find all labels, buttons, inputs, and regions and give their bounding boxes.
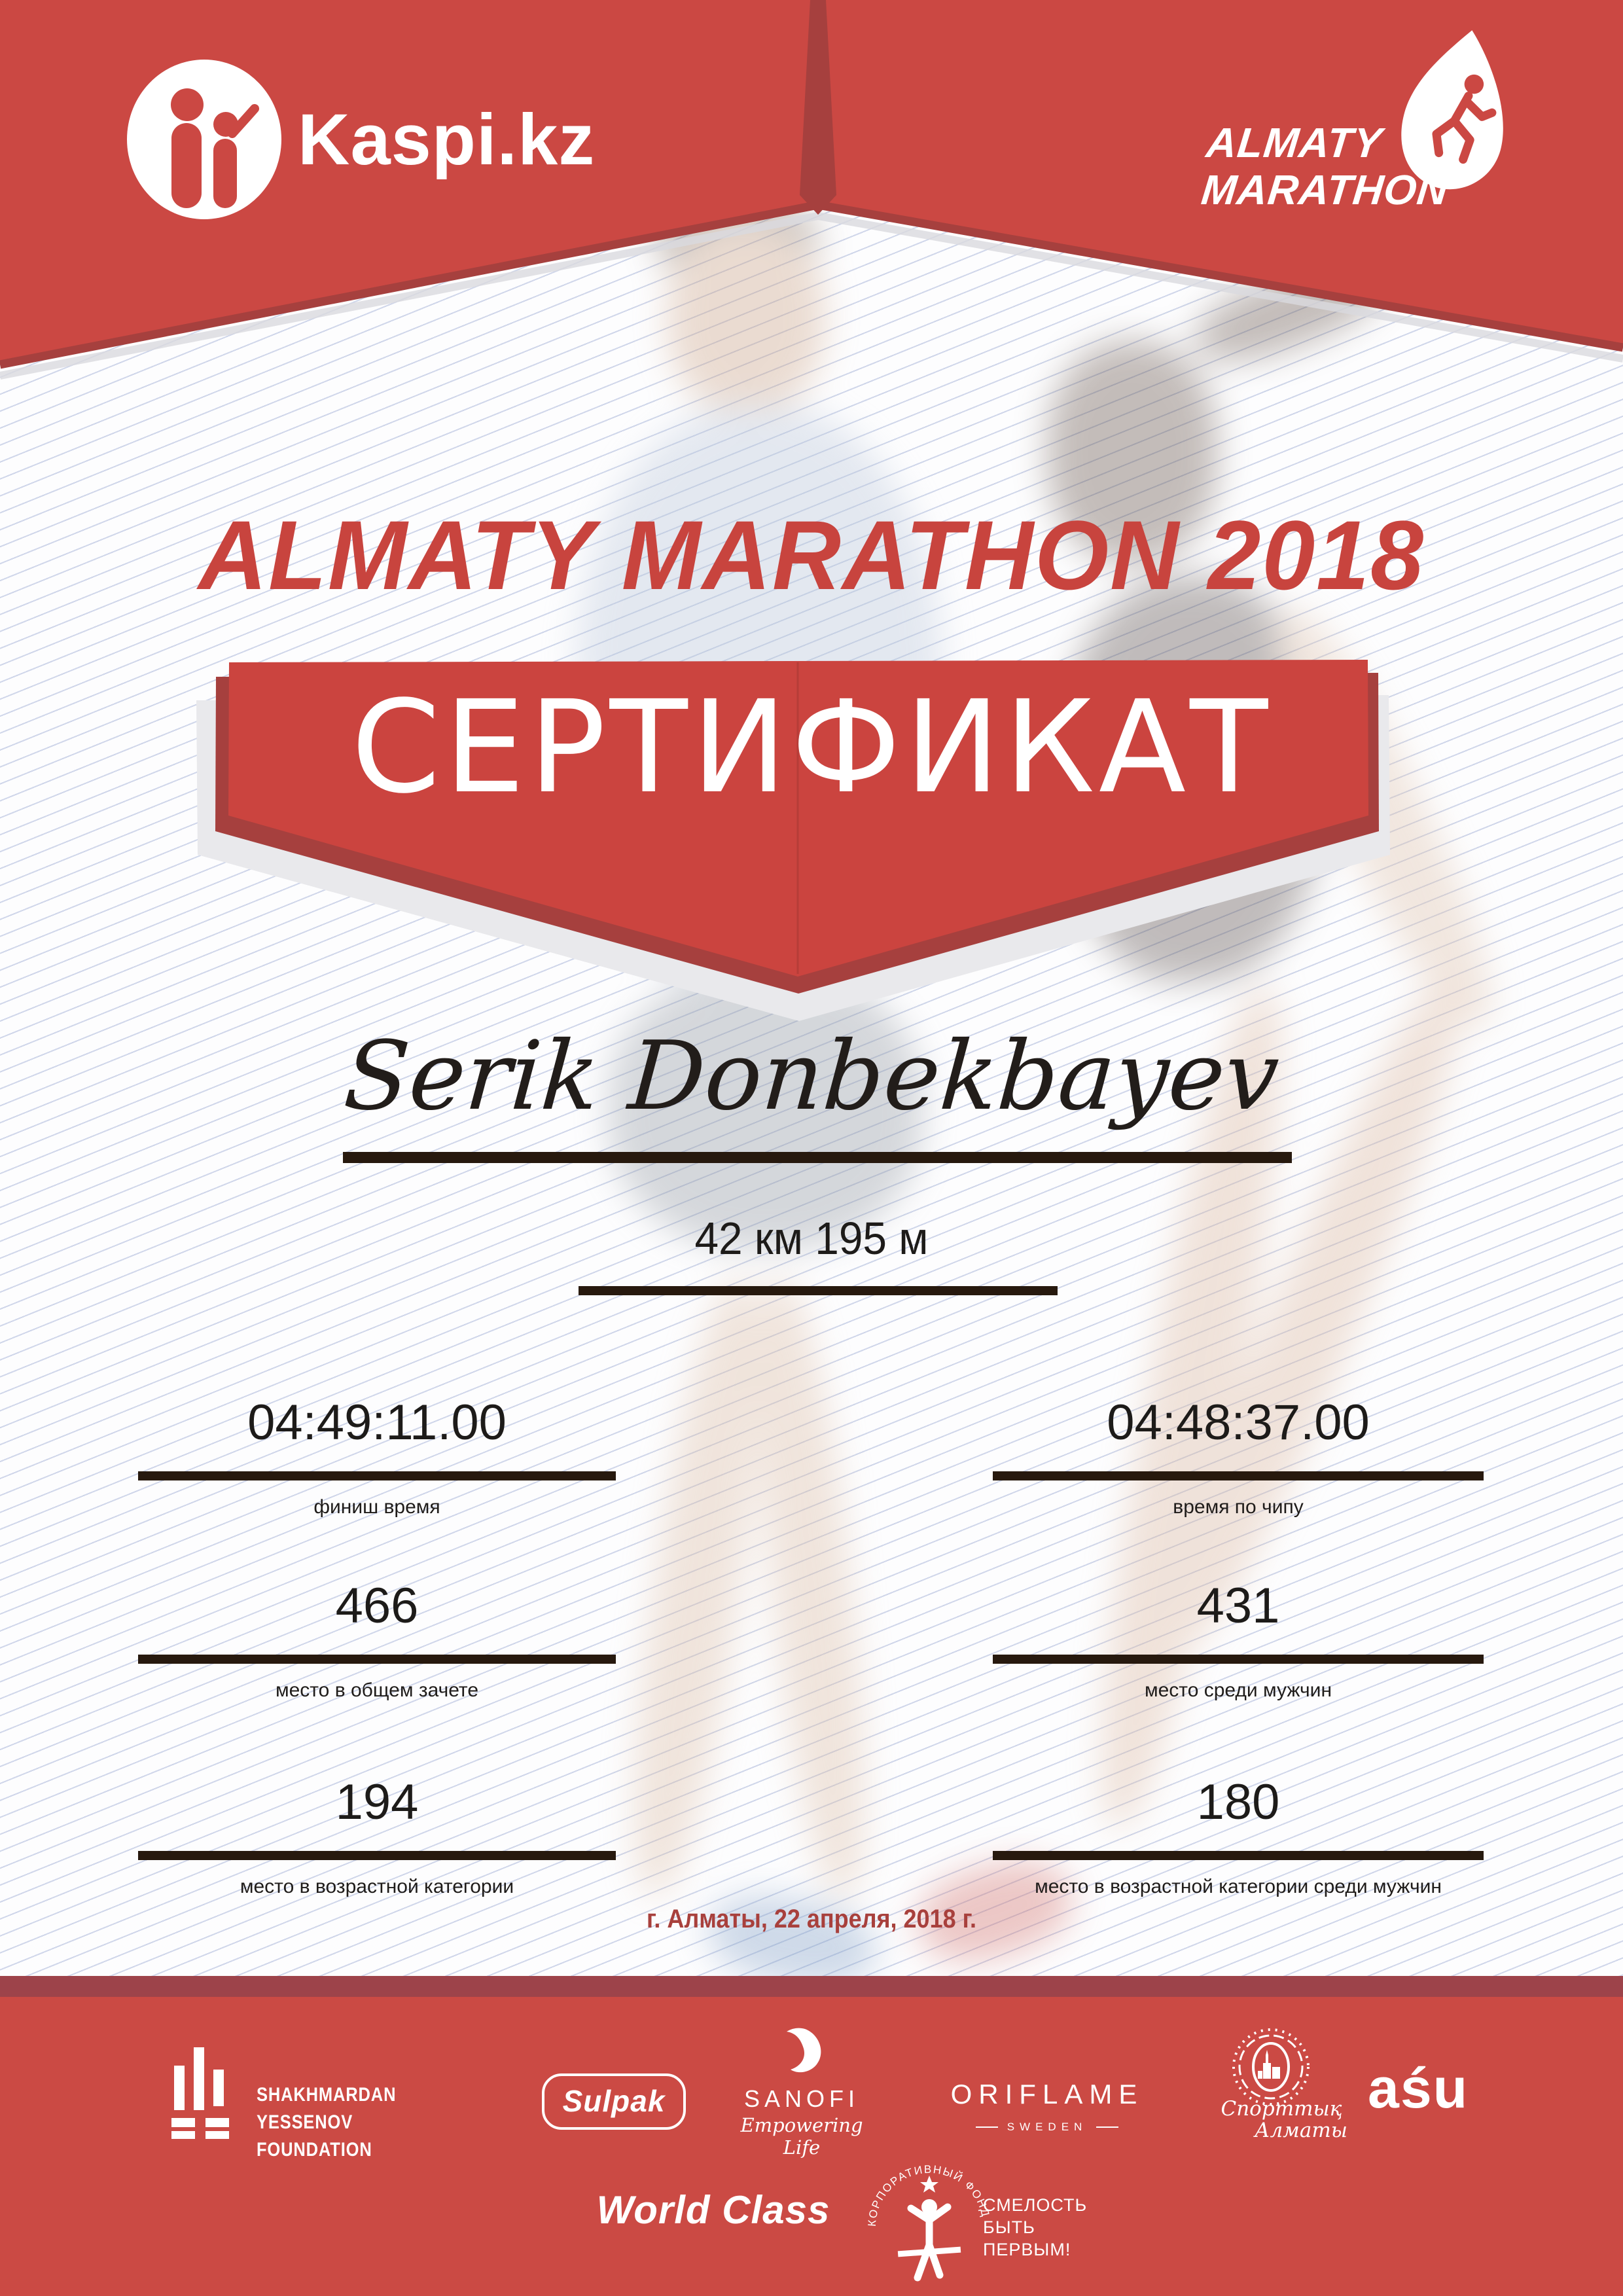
result-men-place: 431 место среди мужчин: [993, 1576, 1484, 1702]
bars-grid-icon: [171, 2047, 229, 2139]
result-value: 04:49:11.00: [247, 1395, 507, 1450]
photo-shape: [1047, 340, 1217, 563]
yessenov-foundation-label: SHAKHMARDAN YESSENOV FOUNDATION: [257, 2081, 490, 2164]
result-label: время по чипу: [1173, 1496, 1304, 1518]
oriflame-sub-label: SWEDEN: [1007, 2121, 1088, 2133]
result-value: 466: [335, 1578, 419, 1634]
sport-almaty-line1: Спорттық: [1221, 2097, 1342, 2121]
distance-underline: [579, 1286, 1058, 1295]
photo-shape: [668, 223, 825, 412]
result-label: место в общем зачете: [275, 1679, 479, 1701]
header-center-fold: [800, 0, 836, 215]
runner-teardrop-icon: [1401, 30, 1503, 190]
fund-slogan-line1: СМЕЛОСТЬ: [983, 2195, 1088, 2215]
date-location-line: г. Алматы, 22 апреля, 2018 г.: [647, 1905, 976, 1933]
result-label: место в возрастной категории среди мужчи…: [1035, 1876, 1442, 1897]
result-label: финиш время: [313, 1496, 440, 1518]
result-chip-time: 04:48:37.00 время по чипу: [993, 1393, 1484, 1518]
fund-slogan-line3: ПЕРВЫМ!: [983, 2240, 1071, 2259]
sport-almaty-label: Спорттық Алматы: [1209, 2098, 1353, 2142]
photo-shape: [609, 969, 923, 1250]
result-underline: [138, 1655, 616, 1664]
oriflame-wordmark: ORIFLAME: [950, 2079, 1144, 2109]
result-finish-time: 04:49:11.00 финиш время: [138, 1393, 616, 1518]
sanofi-wordmark: SANOFI: [743, 2085, 859, 2112]
city-emblem-icon: [1232, 2028, 1310, 2106]
result-underline: [993, 1655, 1484, 1664]
distance-value: 42 км 195 м: [694, 1213, 929, 1264]
result-underline: [138, 1851, 616, 1860]
result-value: 194: [335, 1774, 419, 1830]
yessenov-line1: SHAKHMARDAN YESSENOV: [257, 2084, 397, 2133]
sulpak-logo: Sulpak: [542, 2073, 686, 2130]
result-value: 180: [1196, 1774, 1280, 1830]
runner-finish-icon: КОРПОРАТИВНЫЙ ФОНД: [866, 2163, 991, 2282]
header-edge-shadow: [0, 211, 1623, 380]
result-underline: [138, 1471, 616, 1480]
result-value: 431: [1196, 1578, 1280, 1634]
result-underline: [993, 1851, 1484, 1860]
sanofi-tagline: Empowering Life: [740, 2114, 863, 2159]
result-underline: [993, 1471, 1484, 1480]
participant-name: Serik Donbekbayev: [340, 1021, 1283, 1132]
star-icon: [920, 2176, 938, 2193]
yessenov-line2: FOUNDATION: [257, 2139, 372, 2161]
kaspi-wordmark: Kaspi.kz: [298, 99, 596, 180]
result-label: место в возрастной категории: [240, 1876, 514, 1897]
dash-right: [1096, 2126, 1119, 2128]
result-label: место среди мужчин: [1144, 1679, 1332, 1701]
footer-maroon-strip: [0, 1976, 1623, 1997]
kaspi-figures-icon: [127, 60, 281, 219]
fund-slogan: СМЕЛОСТЬ БЫТЬ ПЕРВЫМ!: [983, 2194, 1140, 2261]
world-class-logo: World Class: [596, 2188, 830, 2232]
fund-slogan-line2: БЫТЬ: [983, 2217, 1035, 2237]
result-age-men-place: 180 место в возрастной категории среди м…: [993, 1772, 1484, 1898]
result-overall-place: 466 место в общем зачете: [138, 1576, 616, 1702]
banner-face: [228, 660, 1368, 977]
oriflame-sweden-line: SWEDEN: [929, 2121, 1165, 2134]
result-value: 04:48:37.00: [1107, 1395, 1370, 1450]
name-underline: [343, 1152, 1292, 1163]
page-title: ALMATY MARATHON 2018: [198, 500, 1425, 610]
result-age-place: 194 место в возрастной категории: [138, 1772, 616, 1898]
sanofi-bird-icon: [787, 2028, 821, 2073]
certificate-banner-label: СЕРТИФИКАТ: [351, 673, 1272, 821]
dash-left: [975, 2126, 998, 2128]
asu-logo: aśu: [1368, 2057, 1469, 2120]
sport-almaty-line2: Алматы: [1254, 2119, 1348, 2142]
kaspi-logo: Kaspi.kz: [124, 58, 713, 228]
